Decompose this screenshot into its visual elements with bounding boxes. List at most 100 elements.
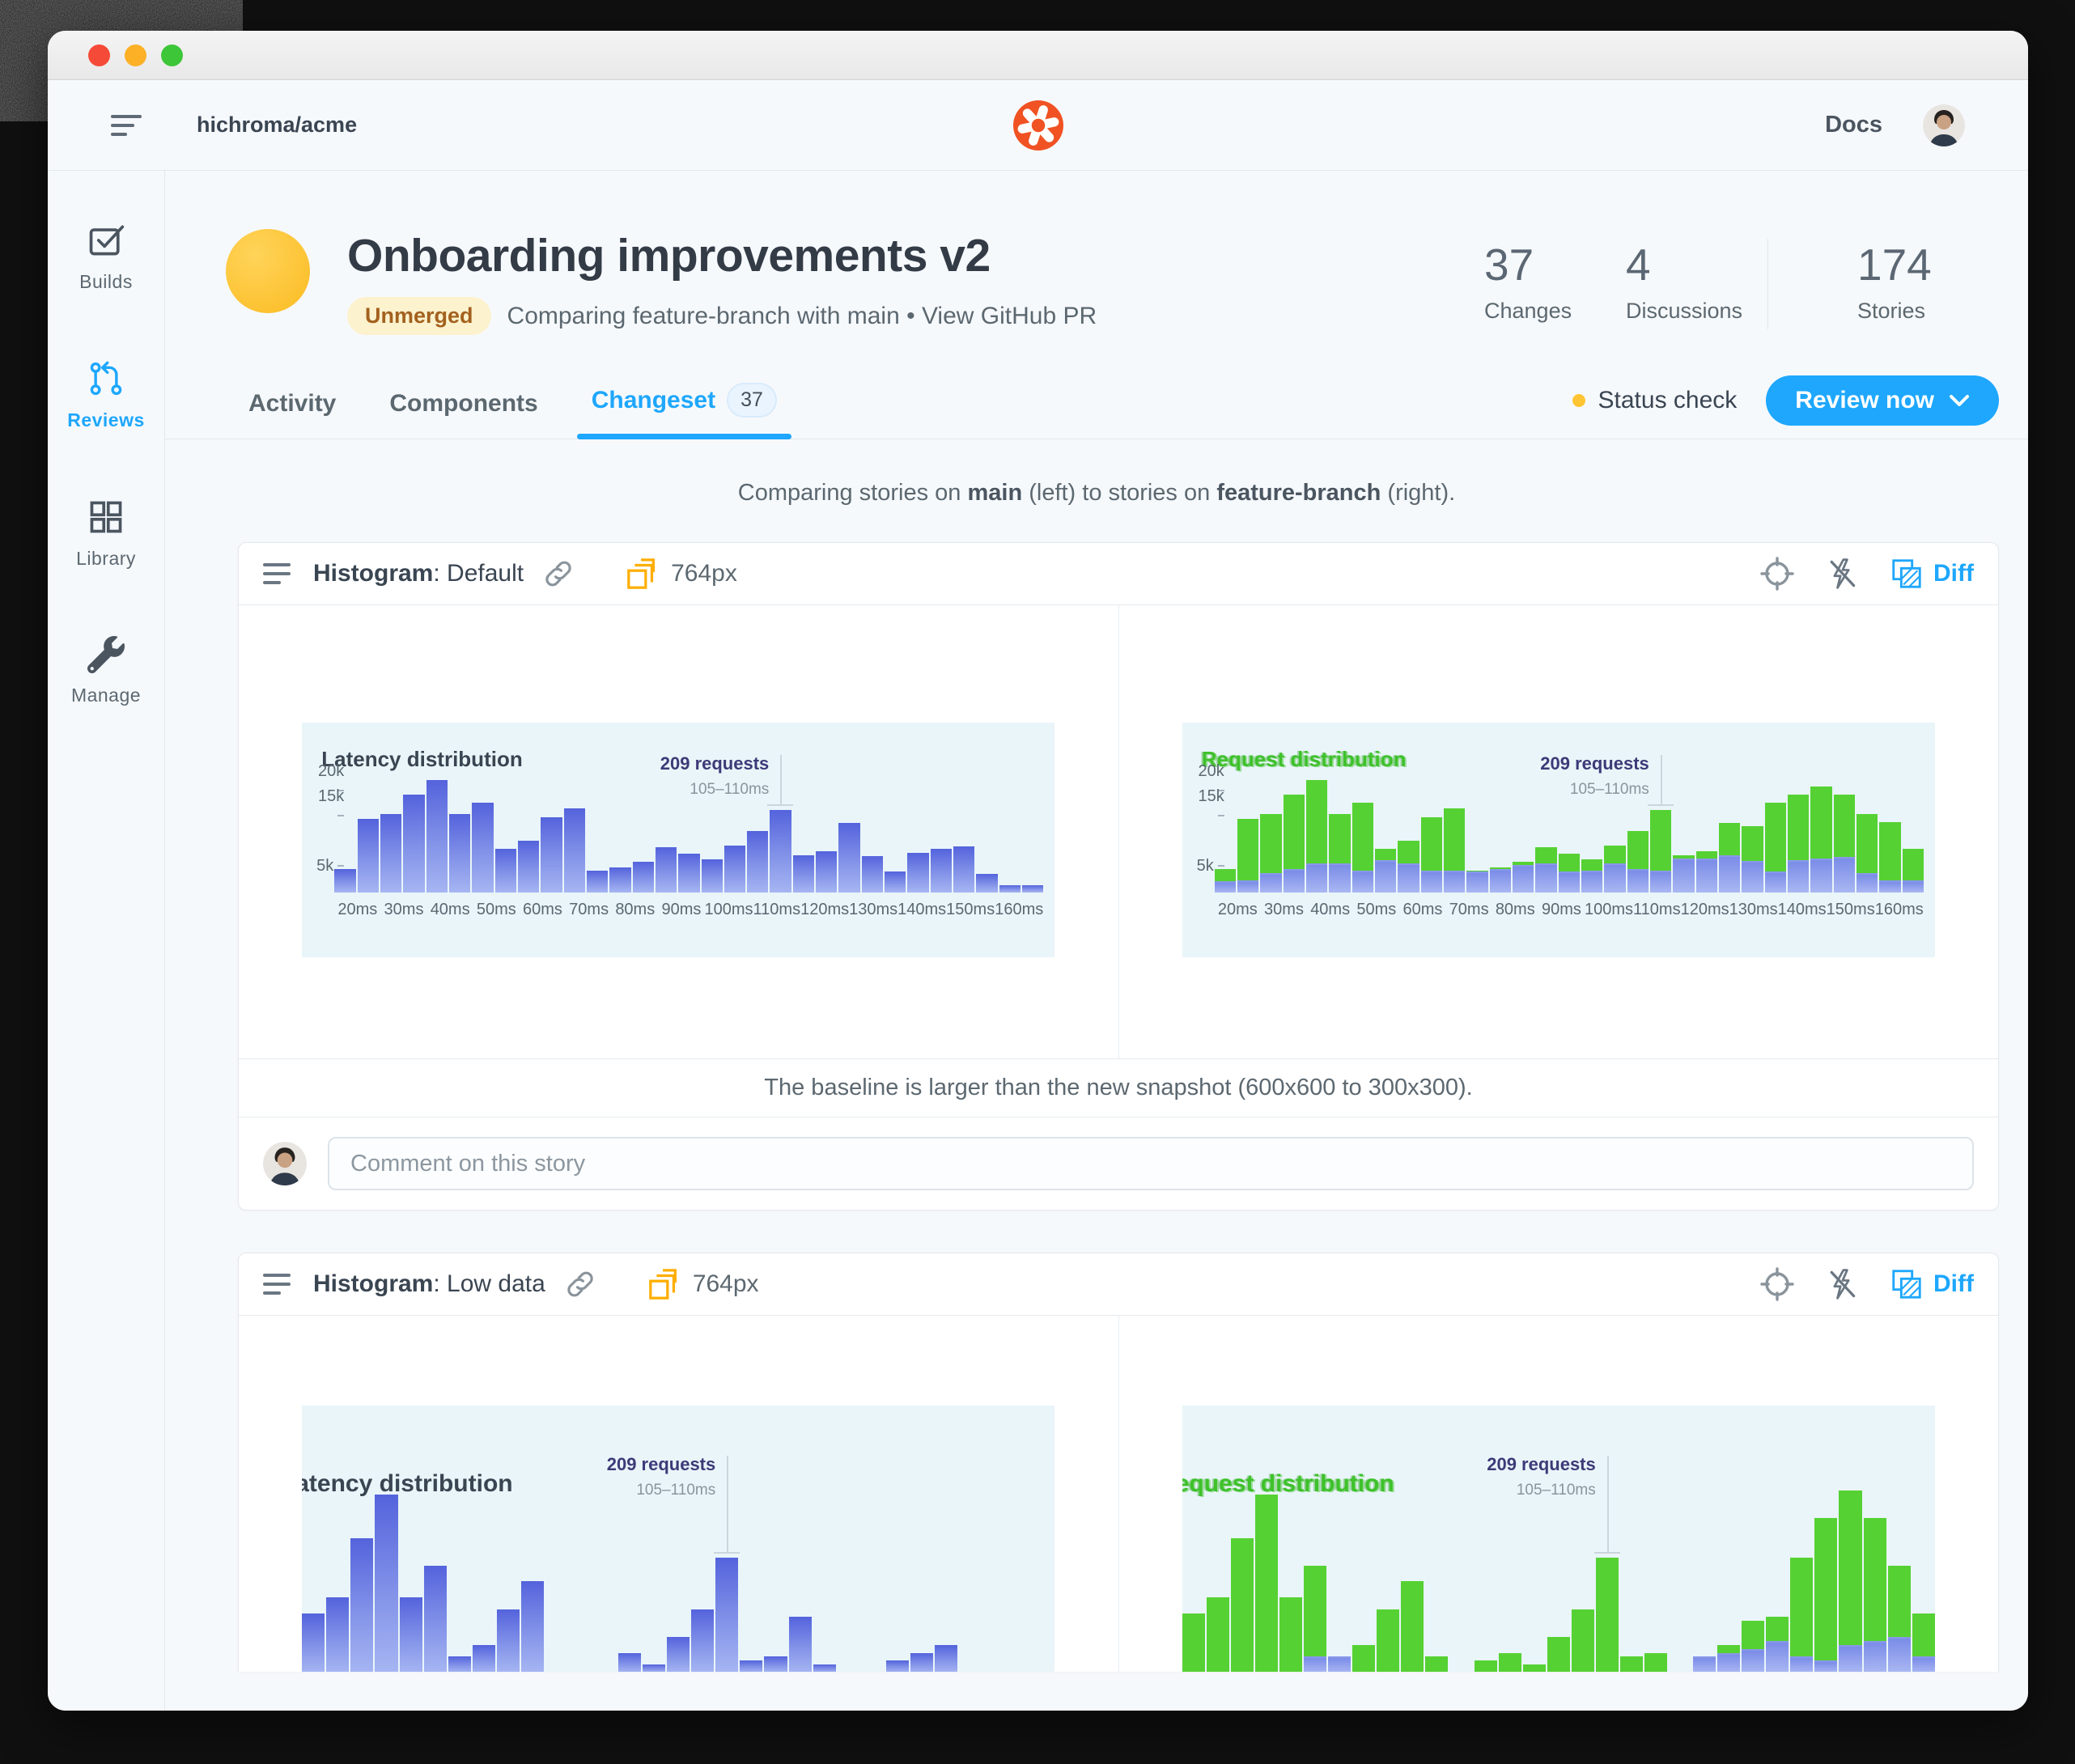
chromatic-logo-icon[interactable] [1012, 100, 1063, 151]
comment-input[interactable] [328, 1137, 1974, 1190]
annotation-line [780, 755, 783, 805]
histogram-slot [545, 1482, 568, 1672]
histogram-slot [1571, 1482, 1594, 1672]
viewport-selector[interactable]: 764px [647, 1267, 759, 1301]
histogram-baseline-bar [1742, 1648, 1765, 1672]
histogram-bar [326, 1597, 350, 1672]
histogram-slot [586, 771, 609, 893]
histogram-slot [770, 771, 791, 893]
x-axis-tick: 60ms [1402, 901, 1443, 918]
histogram-slot [1474, 1482, 1497, 1672]
app-window: hichroma/acme Docs [48, 31, 2028, 1711]
histogram-bar [403, 795, 425, 893]
histogram-slot [643, 1482, 666, 1672]
histogram-slot [1810, 771, 1832, 893]
minimize-window-button[interactable] [125, 44, 146, 66]
histogram-slot [1329, 771, 1351, 893]
sidebar-item-builds[interactable]: Builds [48, 221, 164, 359]
y-axis-tick: 15k [1189, 787, 1224, 825]
histogram-slot [1595, 1482, 1619, 1672]
tab-components[interactable]: Components [389, 390, 538, 417]
docs-link[interactable]: Docs [1825, 112, 1882, 138]
x-axis-tick: 80ms [615, 901, 656, 918]
annotation-sublabel: 105–110ms [1516, 1482, 1596, 1499]
histogram-baseline-bar [1283, 868, 1305, 893]
story-name[interactable]: Histogram: Default [313, 560, 524, 587]
histogram-slot [609, 771, 631, 893]
tab-activity[interactable]: Activity [248, 390, 337, 417]
status-dot-icon [1572, 394, 1585, 407]
review-now-button[interactable]: Review now [1766, 375, 1999, 426]
histogram-slot [472, 771, 494, 893]
histogram-bar [667, 1636, 690, 1672]
permalink-icon[interactable] [543, 558, 574, 589]
status-check[interactable]: Status check [1572, 387, 1737, 414]
baseline-snapshot[interactable]: Latency distribution 20k 15k 5k 20ms 30ms 40ms… [239, 605, 1118, 1058]
histogram-bar [813, 1664, 836, 1672]
histogram-slot [1856, 771, 1878, 893]
histogram-slot [472, 1482, 495, 1672]
build-header: Onboarding improvements v2 Unmerged Comp… [165, 171, 2028, 335]
story-menu-icon[interactable] [263, 562, 292, 585]
user-avatar[interactable] [1923, 104, 1965, 146]
histogram-bar [1022, 885, 1044, 893]
annotation-line [727, 1456, 729, 1553]
story-name[interactable]: Histogram: Low data [313, 1270, 545, 1297]
histogram-bar [678, 853, 700, 893]
focus-crosshair-icon[interactable] [1760, 1267, 1794, 1301]
zoom-window-button[interactable] [161, 44, 183, 66]
histogram-slot [1401, 1482, 1424, 1672]
builds-icon [87, 221, 125, 260]
histogram-slot [520, 1482, 544, 1672]
story-menu-icon[interactable] [263, 1273, 292, 1295]
new-snapshot[interactable]: equest distribution 209 requests 105–110ms [1118, 1316, 1999, 1672]
close-window-button[interactable] [88, 44, 110, 66]
histogram-slot [1814, 1482, 1838, 1672]
histogram-slot [1398, 771, 1419, 893]
build-stats: 37 Changes 4 Discussions 174 Stories [1484, 229, 1999, 335]
menu-icon[interactable] [111, 112, 143, 138]
histogram-slot [764, 1482, 787, 1672]
histogram-slot [1522, 1482, 1546, 1672]
x-axis-tick: 110ms [753, 901, 801, 918]
story-card-header: Histogram: Default 764px [239, 543, 1998, 605]
histogram-bar [770, 810, 791, 893]
new-snapshot[interactable]: Request distribution 20k 15k 5k 20ms 30ms 40ms… [1118, 605, 1999, 1058]
histogram-slot [1669, 1482, 1691, 1672]
histogram-slot [816, 771, 838, 893]
annotation-sublabel: 105–110ms [636, 1482, 716, 1499]
histogram-baseline-bar [1839, 1644, 1862, 1672]
histogram-slot [740, 1482, 763, 1672]
histogram-bar [764, 1656, 787, 1672]
histogram-bar [701, 859, 723, 893]
sidebar-item-reviews[interactable]: Reviews [48, 359, 164, 498]
flash-off-icon[interactable] [1825, 557, 1859, 591]
focus-crosshair-icon[interactable] [1760, 557, 1794, 591]
histogram-baseline-bar [1352, 870, 1374, 893]
histogram-slot [715, 1482, 739, 1672]
flash-off-icon[interactable] [1825, 1267, 1859, 1301]
histogram-slot [541, 771, 562, 893]
sidebar-item-library[interactable]: Library [48, 498, 164, 636]
permalink-icon[interactable] [565, 1269, 596, 1300]
app-header: hichroma/acme Docs [48, 80, 2028, 171]
histogram-slot [448, 1482, 471, 1672]
baseline-snapshot[interactable]: atency distribution 209 requests 105–110ms [239, 1316, 1118, 1672]
story-card-histogram-low-data: Histogram: Low data 764px [238, 1253, 1999, 1672]
diff-toggle[interactable]: Diff [1890, 557, 1974, 591]
viewport-selector[interactable]: 764px [626, 557, 737, 591]
github-pr-link[interactable]: View GitHub PR [921, 302, 1097, 329]
histogram-bar [350, 1537, 374, 1672]
sidebar-item-manage[interactable]: Manage [48, 636, 164, 774]
diff-toggle[interactable]: Diff [1890, 1267, 1974, 1301]
histogram-slot [1449, 1482, 1472, 1672]
histogram-slot [885, 771, 906, 893]
histogram-slot [1887, 1482, 1911, 1672]
tab-changeset[interactable]: Changeset 37 [576, 383, 792, 439]
diff-icon [1890, 1267, 1924, 1301]
snapshot-comparison: Latency distribution 20k 15k 5k 20ms 30ms 40ms… [239, 605, 1998, 1058]
annotation-label: 209 requests [606, 1454, 716, 1474]
x-axis-tick: 90ms [661, 901, 702, 918]
histogram-bar [1230, 1537, 1254, 1672]
org-breadcrumb[interactable]: hichroma/acme [197, 112, 358, 137]
